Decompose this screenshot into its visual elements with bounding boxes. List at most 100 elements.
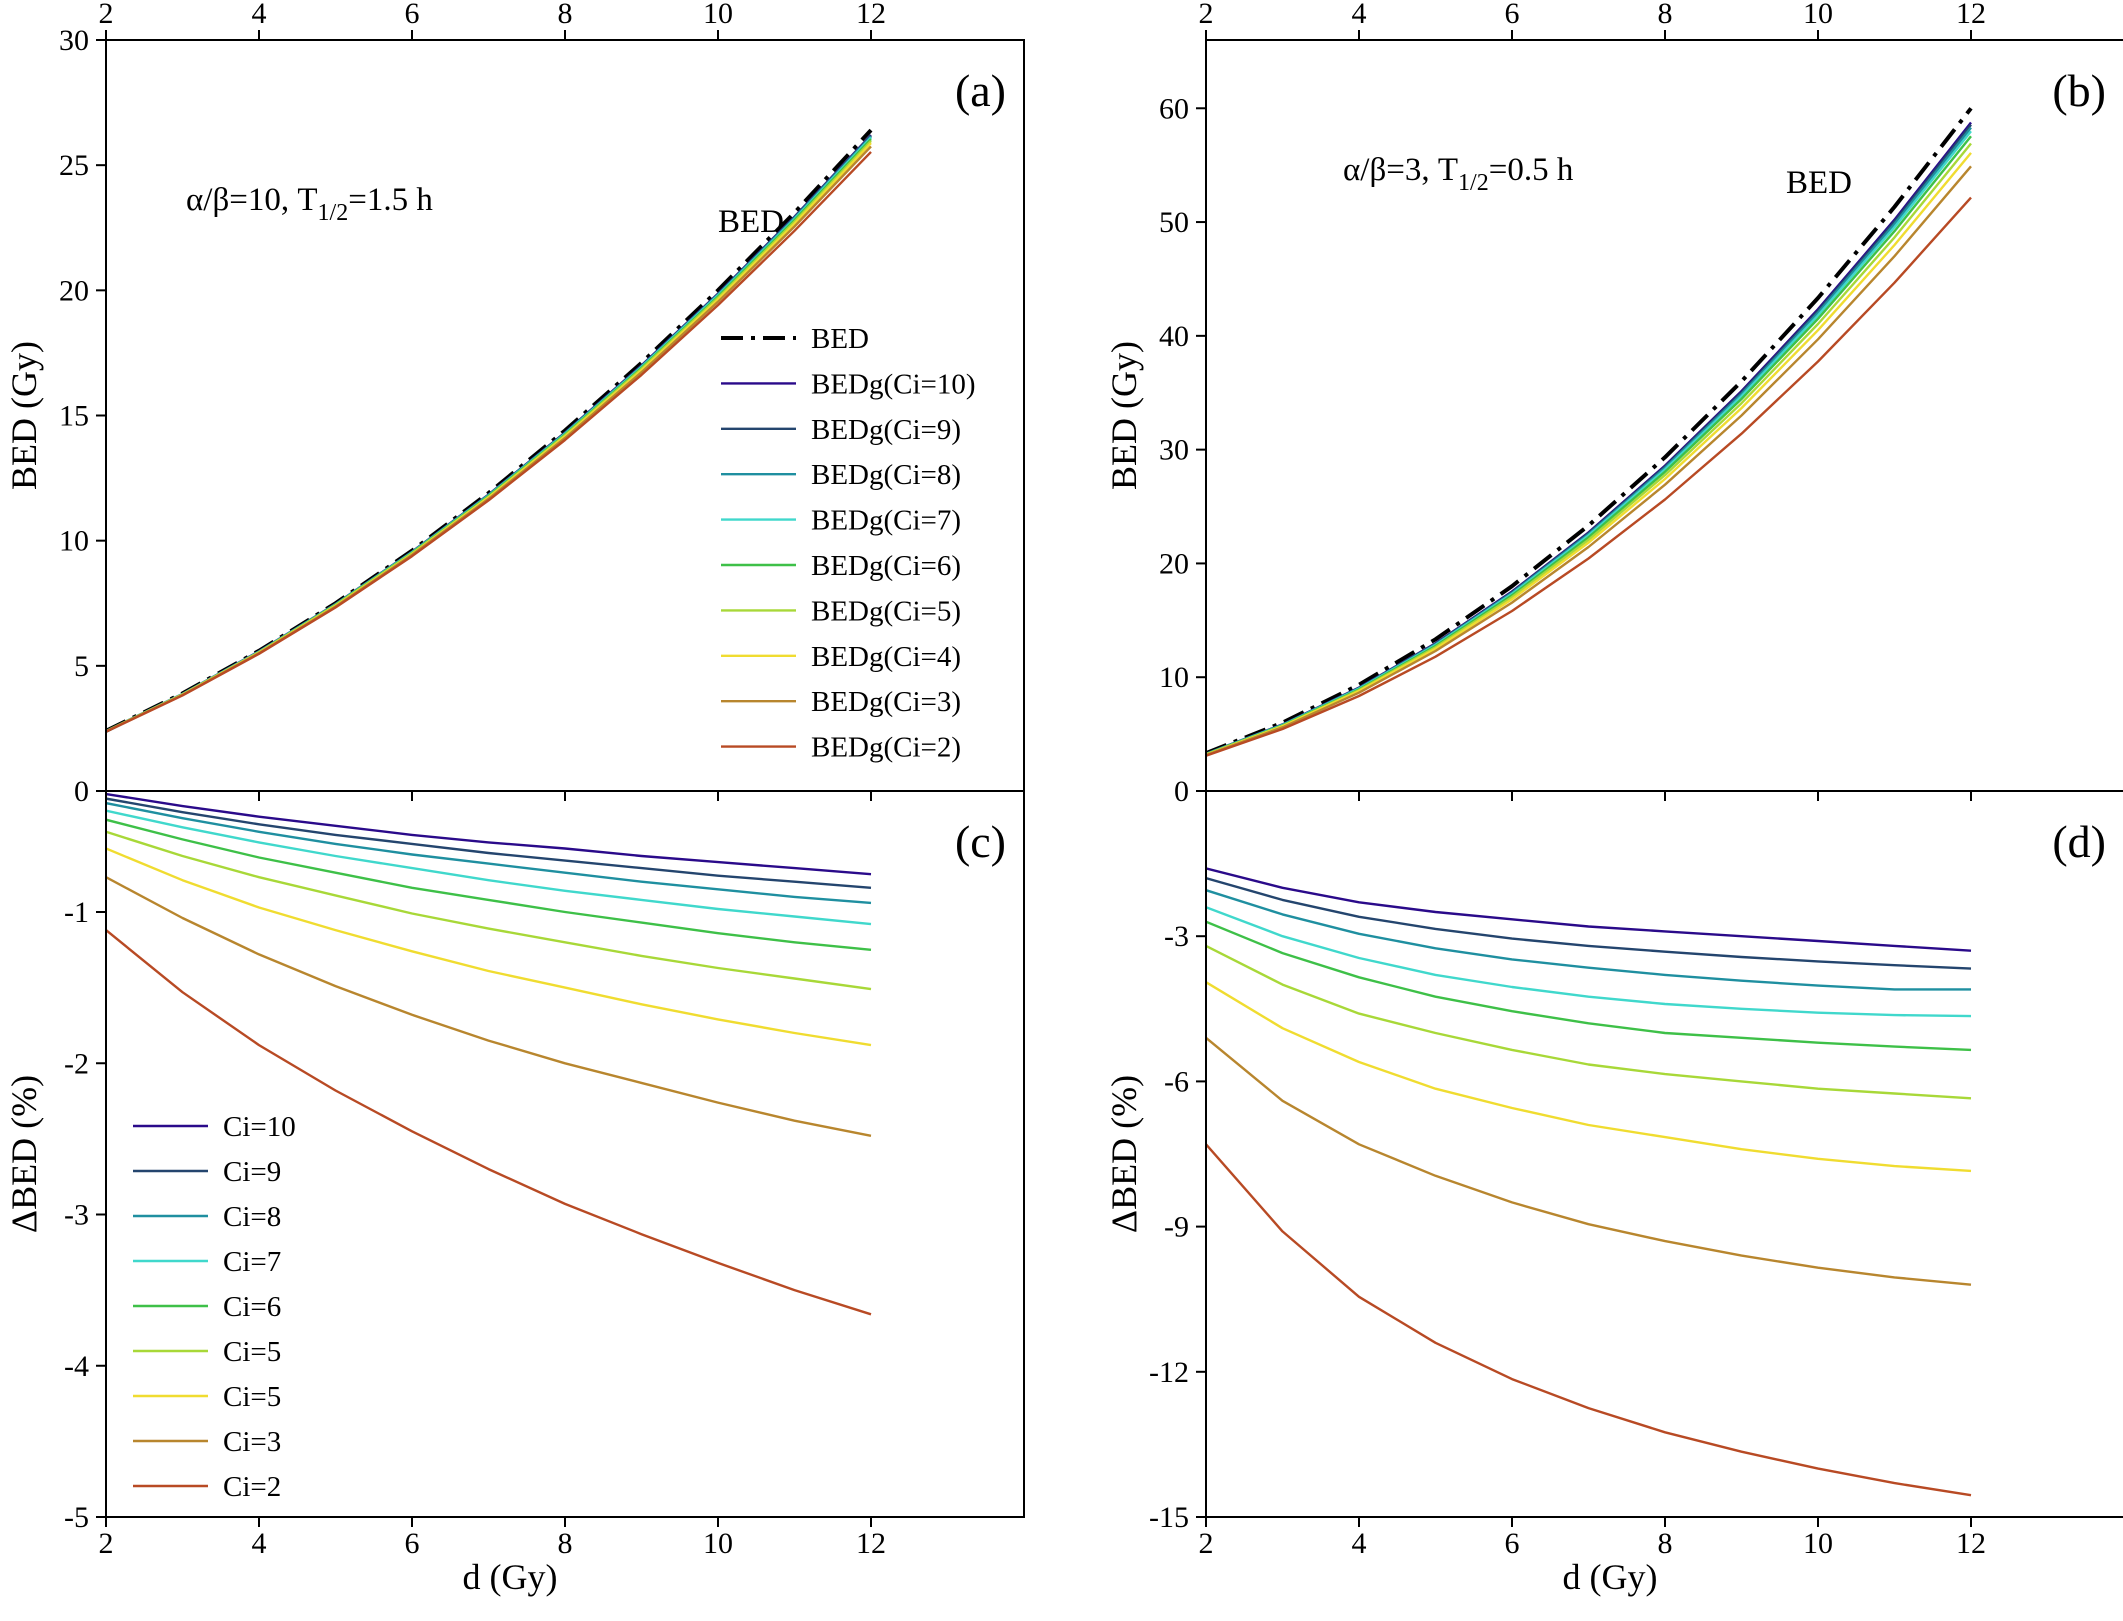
x-tick-label-top: 12 bbox=[1956, 0, 1986, 30]
series-line-ci-8 bbox=[106, 801, 872, 905]
y-tick-label: -3 bbox=[1164, 920, 1189, 953]
legend-label: BEDg(Ci=6) bbox=[811, 550, 961, 582]
y-tick-label: -6 bbox=[1164, 1065, 1189, 1098]
series-line-ci-8 bbox=[1206, 889, 1971, 991]
x-tick-label: 8 bbox=[558, 1527, 573, 1560]
y-axis-title: BED (Gy) bbox=[4, 341, 44, 490]
y-tick-label: -15 bbox=[1149, 1501, 1189, 1534]
series-line-ci-6 bbox=[1206, 920, 1972, 1052]
x-tick-label: 12 bbox=[1956, 1527, 1986, 1560]
x-tick-label: 2 bbox=[1199, 1527, 1214, 1560]
legend: BED BEDg(Ci=10) BEDg(Ci=9) BEDg(Ci=8) BEDg(C… bbox=[721, 323, 976, 764]
legend-label: Ci=5 bbox=[223, 1381, 281, 1413]
series-group bbox=[106, 792, 872, 1316]
legend-label: BEDg(Ci=9) bbox=[811, 414, 961, 446]
x-tick-label-top: 10 bbox=[703, 0, 733, 30]
annotation-rest: =0.5 h bbox=[1489, 152, 1574, 188]
legend-label: Ci=5 bbox=[223, 1336, 281, 1368]
legend-label: BEDg(Ci=10) bbox=[811, 368, 976, 400]
panel-d: 2 4 6 8 10 12 -3 -6 -9 -12 -15 ΔBED (%) d (Gy) (d) bbox=[1104, 790, 2123, 1597]
y-tick-label: 20 bbox=[1159, 547, 1189, 580]
legend-label: BED bbox=[811, 323, 869, 355]
y-tick-label: 5 bbox=[74, 650, 89, 683]
series-line-ci-2 bbox=[106, 929, 872, 1316]
x-tick-label: 8 bbox=[1658, 1527, 1673, 1560]
x-tick-label-top: 2 bbox=[1199, 0, 1214, 30]
panel-tag: (d) bbox=[2052, 816, 2106, 867]
panel-c: 2 4 6 8 10 12 -1 -2 -3 -4 -5 ΔBED (%) d (Gy) (c) Ci=10… bbox=[4, 790, 1025, 1597]
series-line-ci-3 bbox=[1206, 1036, 1972, 1286]
legend-label: Ci=7 bbox=[223, 1246, 281, 1278]
x-tick-label-top: 6 bbox=[1505, 0, 1520, 30]
series-line-bedg-ci-2- bbox=[1206, 196, 1972, 757]
y-tick-label: 20 bbox=[59, 274, 89, 307]
annotation-main: α/β=10, T bbox=[186, 182, 318, 218]
x-tick-label: 10 bbox=[1803, 1527, 1833, 1560]
x-tick-label-top: 8 bbox=[1658, 0, 1673, 30]
y-tick-label: 25 bbox=[59, 149, 89, 182]
series-line-bedg-ci-9- bbox=[1206, 124, 1972, 756]
legend-label: Ci=8 bbox=[223, 1201, 281, 1233]
legend-label: BEDg(Ci=2) bbox=[811, 732, 961, 764]
legend-label: Ci=3 bbox=[223, 1426, 281, 1458]
y-tick-label: -3 bbox=[64, 1199, 89, 1232]
curve-label-bed: BED bbox=[718, 204, 784, 240]
series-line-ci-4 bbox=[106, 847, 872, 1047]
series-line-bedg-ci-8- bbox=[1206, 126, 1972, 756]
y-tick-label: 40 bbox=[1159, 320, 1189, 353]
panel-b: 2 4 6 8 10 12 0 10 20 30 40 50 60 BED (Gy) (b) α/β=3, T… bbox=[1104, 0, 2123, 808]
series-line-bedg-ci-7- bbox=[1206, 130, 1972, 756]
series-line-ci-6 bbox=[106, 818, 872, 951]
x-tick-label: 2 bbox=[99, 1527, 114, 1560]
annotation: α/β=10, T1/2=1.5 h bbox=[186, 182, 433, 226]
legend-label: Ci=6 bbox=[223, 1291, 281, 1323]
series-line-bedg-ci-10- bbox=[1206, 121, 1972, 755]
y-tick-label: 10 bbox=[1159, 661, 1189, 694]
x-tick-label-top: 4 bbox=[252, 0, 267, 30]
y-tick-label: 30 bbox=[1159, 434, 1189, 467]
y-axis-title: ΔBED (%) bbox=[1104, 1075, 1144, 1233]
legend-label: Ci=10 bbox=[223, 1111, 296, 1143]
series-line-ci-7 bbox=[106, 809, 872, 926]
x-tick-label: 10 bbox=[703, 1527, 733, 1560]
x-tick-label: 4 bbox=[252, 1527, 267, 1560]
x-tick-label-top: 2 bbox=[99, 0, 114, 30]
y-tick-label: -2 bbox=[64, 1047, 89, 1080]
series-line-ci-3 bbox=[106, 876, 872, 1137]
y-tick-label: 0 bbox=[1174, 775, 1189, 808]
y-tick-label: 60 bbox=[1159, 92, 1189, 125]
y-axis-title: BED (Gy) bbox=[1104, 341, 1144, 490]
curve-label-bed: BED bbox=[1786, 165, 1852, 201]
y-tick-label: 15 bbox=[59, 400, 89, 433]
annotation-subscript: 1/2 bbox=[1458, 170, 1489, 196]
x-tick-label-top: 8 bbox=[558, 0, 573, 30]
y-axis-title: ΔBED (%) bbox=[4, 1075, 44, 1233]
series-line-ci-5 bbox=[106, 830, 872, 991]
annotation-rest: =1.5 h bbox=[348, 182, 433, 218]
series-line-bedg-ci-5- bbox=[1206, 142, 1972, 756]
legend-label: BEDg(Ci=7) bbox=[811, 505, 961, 537]
legend-label: BEDg(Ci=8) bbox=[811, 459, 961, 491]
series-line-ci-4 bbox=[1206, 981, 1972, 1173]
x-tick-label-top: 4 bbox=[1352, 0, 1367, 30]
y-tick-label: -12 bbox=[1149, 1356, 1189, 1389]
series-line-ci-10 bbox=[1206, 867, 1972, 952]
annotation-main: α/β=3, T bbox=[1343, 152, 1458, 188]
x-tick-label-top: 10 bbox=[1803, 0, 1833, 30]
panel-tag: (a) bbox=[955, 65, 1006, 116]
series-line-bedg-ci-2- bbox=[106, 151, 872, 733]
panel-tag: (b) bbox=[2052, 65, 2106, 116]
series-group bbox=[1206, 867, 1972, 1497]
y-tick-label: -4 bbox=[64, 1350, 89, 1383]
y-tick-label: 50 bbox=[1159, 206, 1189, 239]
x-tick-label: 6 bbox=[1505, 1527, 1520, 1560]
series-line-ci-10 bbox=[106, 792, 872, 876]
series-line-bedg-ci-6- bbox=[1206, 135, 1972, 756]
x-tick-label: 4 bbox=[1352, 1527, 1367, 1560]
series-group bbox=[1206, 107, 1973, 757]
legend-label: Ci=2 bbox=[223, 1471, 281, 1503]
series-line-ci-9 bbox=[1206, 876, 1972, 970]
series-group bbox=[106, 128, 873, 733]
legend-label: BEDg(Ci=3) bbox=[811, 686, 961, 718]
